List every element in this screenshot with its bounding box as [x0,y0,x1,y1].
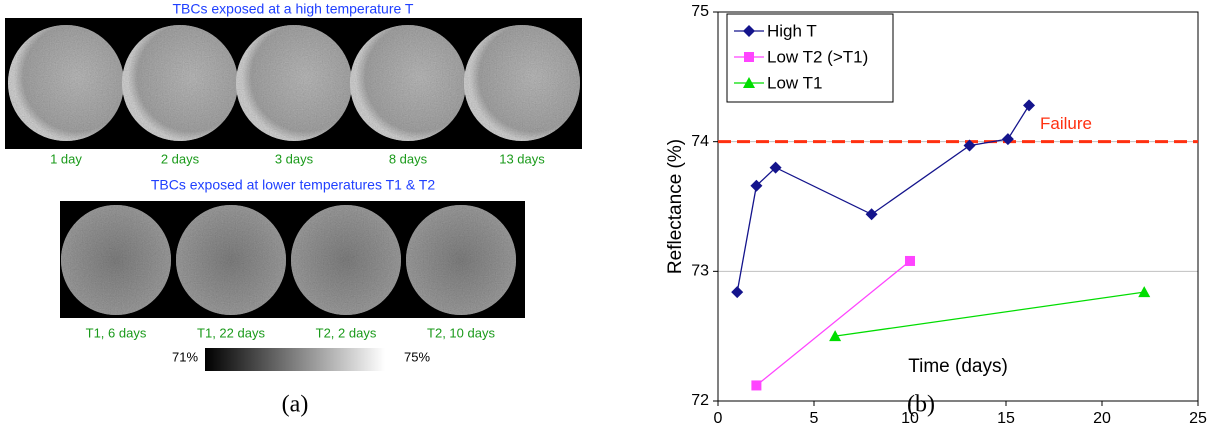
marker [1002,133,1014,145]
series-line [835,292,1144,336]
legend: High T Low T2 (>T1) Low T1 [727,14,893,102]
failure-label: Failure [1040,114,1092,133]
marker [751,380,761,390]
figure: TBCs exposed at a high temperature T TBC… [0,0,1211,423]
legend-label: High T [767,21,817,40]
y-tick-label: 74 [691,133,709,150]
sample-disc [8,25,124,141]
sample-disc [291,205,401,315]
sample-label: T1, 6 days [86,325,147,340]
y-tick-label: 75 [691,3,709,20]
y-tick-label: 73 [691,263,709,280]
sample-disc [176,205,286,315]
marker [1023,99,1035,111]
sample-label: T2, 10 days [427,325,495,340]
x-axis-title: Time (days) [908,356,1008,377]
sample-disc [236,25,352,141]
y-tick-label: 72 [691,392,709,409]
marker [1138,286,1150,297]
sample-label: 1 day [50,151,82,166]
sample-disc [350,25,466,141]
figure-canvas: TBCs exposed at a high temperature T TBC… [0,0,1211,423]
top-title: TBCs exposed at a high temperature T [173,1,414,17]
sample-label: 3 days [275,151,314,166]
legend-label: Low T1 [767,73,822,92]
sample-label: 8 days [389,151,428,166]
scale-bar [205,348,385,371]
sample-disc [61,205,171,315]
scale-max: 75% [404,349,430,364]
sample-label: T2, 2 days [316,325,377,340]
bottom-title: TBCs exposed at lower temperatures T1 & … [151,177,435,193]
panel-label: (a) [282,392,309,418]
series-line [756,261,910,385]
marker [905,256,915,266]
x-tick-label: 15 [997,410,1015,423]
series-line [737,105,1029,292]
scale-min: 71% [172,349,198,364]
marker [731,286,743,298]
panel-a: TBCs exposed at a high temperature T TBC… [5,1,582,418]
marker [866,208,878,220]
sample-label: 2 days [161,151,200,166]
x-tick-label: 0 [714,410,723,423]
sample-disc [406,205,516,315]
sample-label: 13 days [499,151,545,166]
sample-label: T1, 22 days [197,325,265,340]
y-axis-title: Reflectance (%) [665,139,686,274]
sample-disc [464,25,580,141]
x-tick-label: 25 [1189,410,1207,423]
panel-label: (b) [907,392,935,418]
x-tick-label: 5 [810,410,819,423]
x-tick-label: 20 [1093,410,1111,423]
sample-disc [122,25,238,141]
marker [744,52,754,62]
legend-label: Low T2 (>T1) [767,47,868,66]
